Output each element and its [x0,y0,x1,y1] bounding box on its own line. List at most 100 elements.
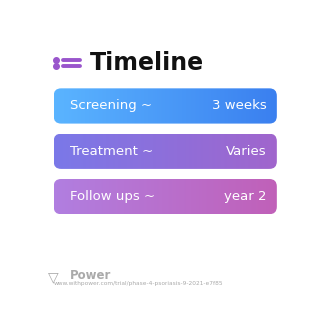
Bar [69,134,70,169]
Bar [82,134,83,169]
Bar [136,88,137,124]
Bar [200,134,201,169]
Bar [89,179,90,214]
Bar [101,179,102,214]
Bar [126,134,127,169]
Bar [143,179,144,214]
Bar [73,88,74,124]
Bar [273,134,274,169]
Bar [162,179,163,214]
Bar [215,134,216,169]
Bar [241,88,242,124]
Bar [115,179,116,214]
Bar [120,179,121,214]
Bar [110,179,111,214]
Bar [167,88,168,124]
Bar [150,134,151,169]
Bar [123,134,124,169]
Bar [220,179,221,214]
Bar [58,134,59,169]
Bar [125,88,126,124]
Bar [203,134,204,169]
Bar [211,179,212,214]
Bar [109,88,110,124]
Bar [66,88,67,124]
Bar [220,134,221,169]
Bar [127,179,128,214]
Bar [73,134,74,169]
Bar [212,88,213,124]
Bar [129,134,130,169]
Bar [228,88,229,124]
Bar [246,88,247,124]
Bar [85,88,86,124]
Bar [122,134,123,169]
Bar [142,134,143,169]
Bar [271,134,272,169]
Bar [183,134,184,169]
Bar [75,134,76,169]
Bar [232,134,233,169]
Bar [120,88,121,124]
Bar [136,134,137,169]
Bar [211,134,212,169]
Bar [210,134,211,169]
Bar [64,134,65,169]
Bar [66,134,67,169]
Bar [184,179,185,214]
Bar [216,134,217,169]
Bar [61,88,62,124]
Bar [189,134,190,169]
Bar [205,134,206,169]
Bar [59,134,60,169]
Bar [81,88,82,124]
Bar [139,134,140,169]
Bar [158,179,159,214]
Bar [179,134,180,169]
Bar [55,179,56,214]
Bar [144,179,145,214]
Bar [133,88,134,124]
Bar [205,88,206,124]
Bar [269,134,270,169]
Bar [268,134,269,169]
Bar [137,179,138,214]
Bar [201,179,202,214]
Bar [83,88,84,124]
Bar [142,179,143,214]
Bar [132,88,133,124]
Bar [238,88,239,124]
Bar [194,134,195,169]
Bar [164,88,165,124]
Bar [250,88,251,124]
Text: Treatment ~: Treatment ~ [70,145,153,158]
Bar [157,88,158,124]
Bar [255,134,256,169]
Bar [149,179,150,214]
Bar [80,88,81,124]
Bar [184,88,185,124]
Bar [81,134,82,169]
Bar [158,134,159,169]
Bar [234,179,235,214]
Bar [92,134,93,169]
Bar [69,88,70,124]
Bar [121,179,122,214]
Bar [130,134,131,169]
Bar [103,134,104,169]
Bar [186,179,187,214]
Bar [193,134,194,169]
Bar [207,179,208,214]
Bar [174,179,175,214]
Bar [219,88,220,124]
Bar [263,88,264,124]
Bar [163,134,164,169]
Bar [171,134,172,169]
Bar [118,179,119,214]
Bar [255,88,256,124]
Bar [68,88,69,124]
Bar [90,179,91,214]
Bar [179,88,180,124]
Bar [204,88,205,124]
Bar [114,134,115,169]
